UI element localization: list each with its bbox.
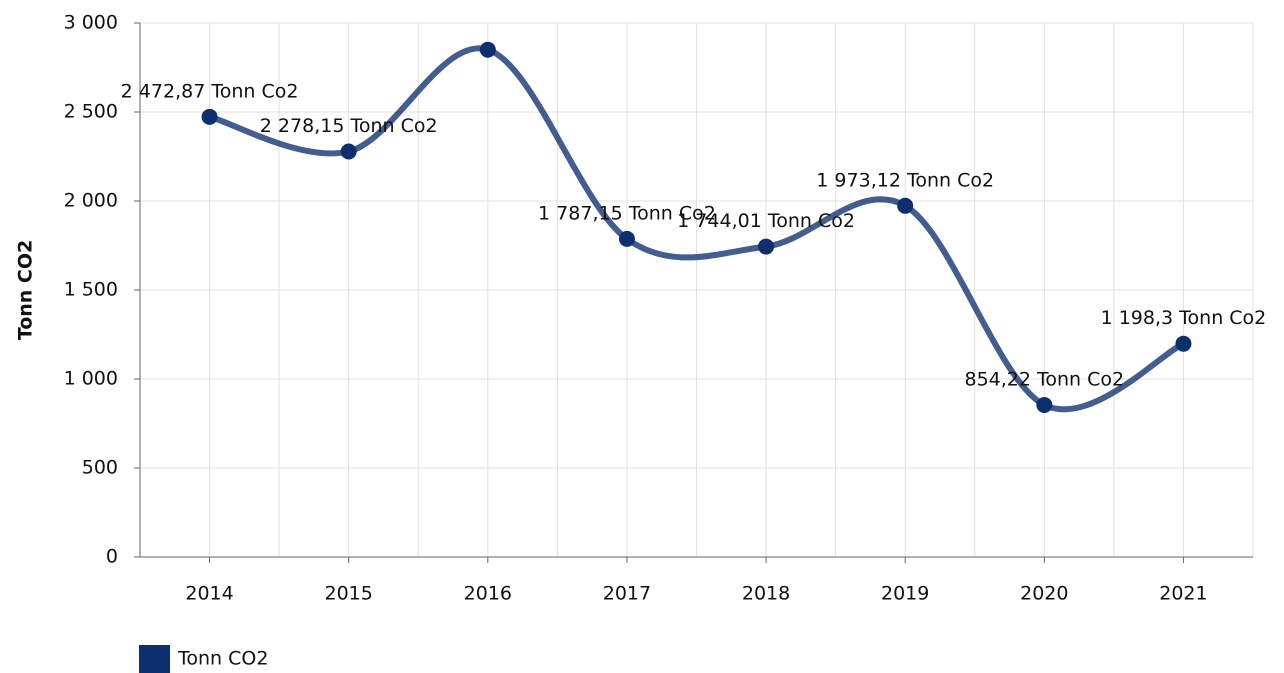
data-label: 1 744,01 Tonn Co2 [677, 210, 855, 232]
point [1175, 335, 1192, 352]
x-tick-label: 2017 [603, 583, 651, 605]
y-tick-label: 1 500 [64, 279, 118, 301]
point [1036, 396, 1053, 413]
data-label: 1 198,3 Tonn Co2 [1101, 307, 1267, 329]
data-label: 1 973,12 Tonn Co2 [816, 169, 994, 191]
x-tick-label: 2014 [185, 583, 233, 605]
point [201, 108, 218, 125]
x-tick-label: 2021 [1159, 583, 1207, 605]
x-tick-label: 2019 [881, 583, 929, 605]
data-label: 854,22 Tonn Co2 [964, 368, 1124, 390]
y-tick-label: 500 [82, 457, 118, 479]
data-label: 2 472,87 Tonn Co2 [121, 80, 299, 102]
x-tick-label: 2015 [325, 583, 373, 605]
point [618, 230, 635, 247]
data-label: 1 787,15 Tonn Co2 [538, 202, 716, 224]
y-tick-label: 1 000 [64, 368, 118, 390]
x-tick-label: 2020 [1020, 583, 1068, 605]
point [758, 238, 775, 255]
data-label: 2 278,15 Tonn Co2 [260, 115, 438, 137]
line [206, 45, 1187, 413]
y-tick-label: 0 [106, 546, 118, 568]
point [479, 41, 496, 58]
y-tick-label: 3 000 [64, 12, 118, 34]
y-tick-label: 2 000 [64, 190, 118, 212]
x-tick-label: 2016 [464, 583, 512, 605]
point [340, 143, 357, 160]
legend-swatch [139, 645, 170, 673]
x-tick-label: 2018 [742, 583, 790, 605]
point [897, 197, 914, 214]
y-tick-label: 2 500 [64, 101, 118, 123]
legend-label: Tonn CO2 [177, 648, 268, 670]
y-axis-title: Tonn CO2 [15, 240, 37, 340]
